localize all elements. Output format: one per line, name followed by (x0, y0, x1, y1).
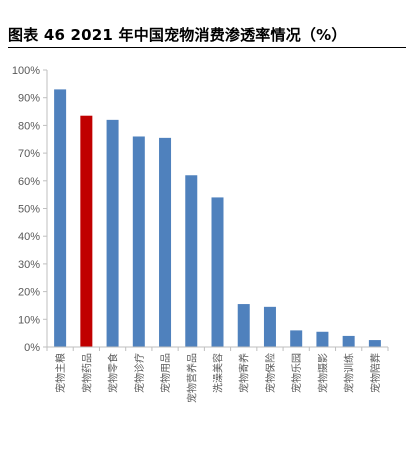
bar (316, 331, 329, 347)
y-tick-label: 100% (12, 65, 40, 77)
bar (159, 137, 172, 347)
x-tick-label: 宠物营养品 (185, 353, 198, 403)
bar (263, 306, 276, 347)
bar (211, 197, 224, 347)
x-tick-label: 宠物寄养 (238, 353, 251, 393)
bar (132, 136, 145, 347)
x-tick-label: 宠物主粮 (54, 353, 67, 393)
y-tick-label: 90% (18, 93, 40, 105)
y-tick-label: 10% (18, 314, 40, 326)
y-tick-label: 80% (18, 120, 40, 132)
x-tick-label: 宠物零食 (107, 353, 120, 393)
bar (80, 115, 93, 347)
x-tick-label: 宠物用品 (159, 353, 172, 393)
bar (290, 330, 303, 347)
y-tick-label: 60% (18, 176, 40, 188)
y-tick-label: 0% (24, 342, 40, 354)
y-tick-label: 40% (18, 231, 40, 243)
x-tick-label: 洗澡美容 (212, 353, 225, 393)
y-tick-label: 70% (18, 148, 40, 160)
x-tick-label: 宠物药品 (80, 353, 93, 393)
y-tick-label: 30% (18, 259, 40, 271)
title-divider (8, 47, 406, 48)
bar (54, 89, 67, 347)
figure-header: 图表 46 2021 年中国宠物消费渗透率情况（%） (8, 18, 406, 48)
bar (185, 175, 198, 347)
bar (106, 119, 119, 347)
x-tick-label: 宠物诊疗 (133, 353, 146, 393)
bar (368, 340, 381, 347)
y-tick-label: 20% (18, 287, 40, 299)
bar (237, 304, 250, 347)
bar (342, 335, 355, 347)
x-tick-label: 宠物陪葬 (369, 353, 382, 393)
x-tick-label: 宠物摄影 (316, 353, 329, 393)
x-tick-label: 宠物乐园 (290, 353, 303, 393)
x-tick-label: 宠物训练 (343, 353, 356, 393)
y-tick-label: 50% (18, 204, 40, 216)
x-tick-label: 宠物保险 (264, 353, 277, 393)
chart-title: 图表 46 2021 年中国宠物消费渗透率情况（%） (8, 26, 347, 44)
